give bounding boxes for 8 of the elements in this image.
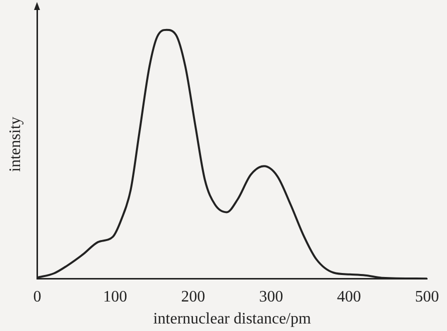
x-tick-label: 0: [33, 288, 42, 306]
x-tick-label: 300: [259, 288, 284, 306]
x-tick-label: 100: [103, 288, 128, 306]
x-tick-label: 400: [337, 288, 362, 306]
y-axis-title: intensity: [6, 116, 24, 172]
x-axis-title: internuclear distance/pm: [153, 310, 312, 328]
x-tick-label: 500: [415, 288, 439, 306]
x-tick-label: 200: [181, 288, 206, 306]
